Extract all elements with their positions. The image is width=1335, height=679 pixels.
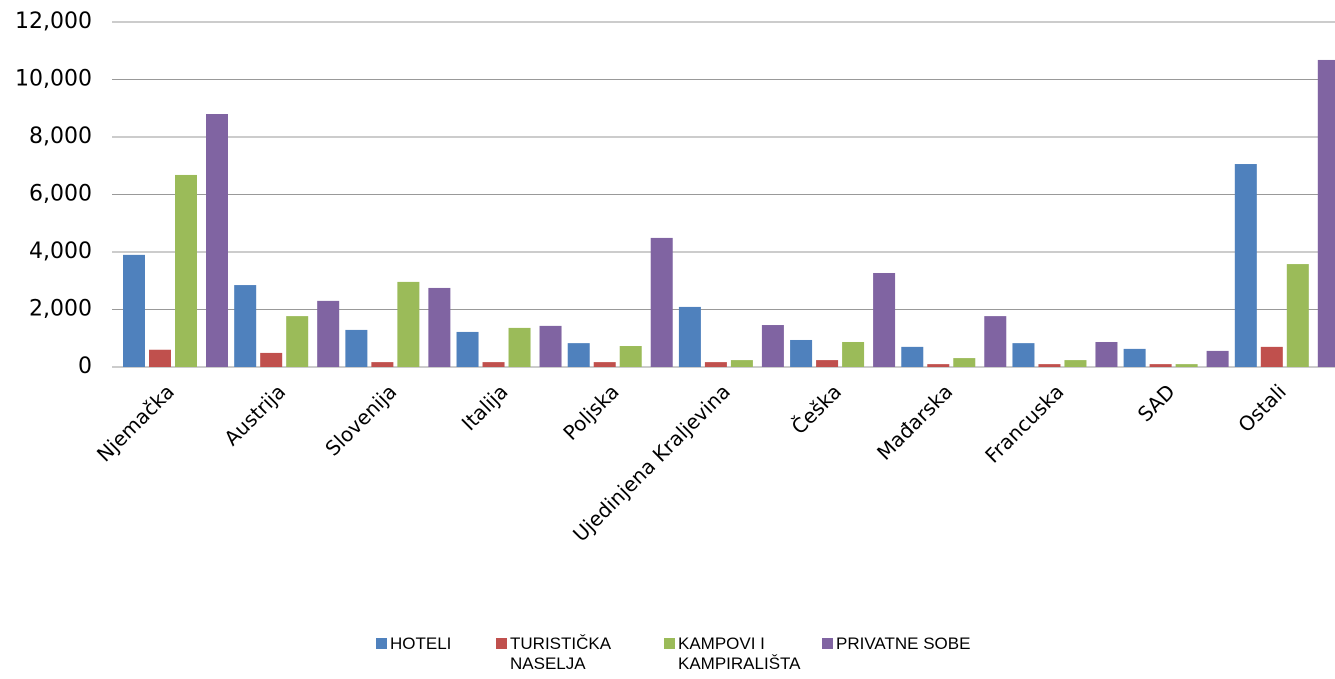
- legend-swatch: [822, 638, 833, 649]
- bar: [1149, 364, 1172, 367]
- legend-label: PRIVATNE SOBE: [836, 634, 971, 653]
- bar: [704, 362, 727, 367]
- legend-item: KAMPOVI I KAMPIRALIŠTA: [664, 634, 808, 674]
- bar: [901, 346, 924, 367]
- bar: [984, 316, 1007, 367]
- legend-swatch: [376, 638, 387, 649]
- bar: [761, 325, 784, 367]
- bar: [206, 114, 228, 367]
- bar: [508, 327, 531, 367]
- bar: [428, 287, 451, 367]
- legend-label: HOTELI: [390, 634, 452, 653]
- x-tick-label: Ostali: [1233, 379, 1291, 437]
- bar: [1234, 164, 1257, 367]
- bar: [286, 316, 309, 367]
- bar: [482, 362, 505, 367]
- chart: 0 2,000 4,000 6,000 8,000 10,000 12,000 Njemačk…: [15, 9, 1335, 546]
- x-tick-label: Slovenija: [320, 379, 401, 460]
- legend-item: HOTELI: [376, 634, 490, 654]
- y-tick-label: 8,000: [29, 124, 92, 149]
- bar: [730, 360, 753, 367]
- bar: [1206, 350, 1229, 367]
- y-tick-label: 2,000: [29, 297, 92, 322]
- bar: [816, 360, 839, 367]
- legend-label: KAMPOVI I KAMPIRALIŠTA: [678, 634, 801, 673]
- bar: [260, 352, 283, 367]
- bar: [953, 358, 976, 367]
- bar: [619, 346, 642, 367]
- x-tick-label: SAD: [1133, 379, 1180, 426]
- bar: [1260, 346, 1283, 367]
- bar: [1095, 341, 1118, 367]
- bar: [678, 306, 701, 367]
- bar: [397, 281, 420, 367]
- bar: [927, 364, 950, 367]
- y-tick-label: 10,000: [15, 67, 92, 92]
- bar: [1175, 364, 1198, 367]
- legend-swatch: [496, 638, 507, 649]
- x-tick-label: Poljska: [558, 379, 623, 444]
- bar: [650, 237, 673, 367]
- bar: [1038, 364, 1061, 367]
- y-tick-label: 4,000: [29, 239, 92, 264]
- x-tick-label: Njemačka: [92, 379, 179, 466]
- bar: [790, 339, 813, 367]
- legend-item: TURISTIČKA NASELJA: [496, 634, 640, 674]
- bar: [539, 325, 562, 367]
- bar: [123, 254, 145, 367]
- bar: [317, 300, 340, 367]
- bar: [371, 362, 394, 367]
- legend-label: TURISTIČKA NASELJA: [510, 634, 611, 673]
- bar: [345, 329, 368, 367]
- bar: [456, 331, 479, 367]
- bar: [567, 343, 590, 367]
- bar: [842, 341, 865, 367]
- bar: [593, 362, 616, 367]
- x-tick-label: Češka: [787, 379, 847, 439]
- x-tick-label: Austrija: [219, 379, 290, 450]
- bar: [1317, 59, 1335, 367]
- legend-item: PRIVATNE SOBE: [822, 634, 1036, 654]
- bar: [175, 174, 197, 367]
- bar: [1123, 348, 1146, 367]
- y-tick-label: 6,000: [29, 182, 92, 207]
- bar: [1012, 343, 1035, 367]
- x-tick-label: Mađarska: [872, 379, 957, 464]
- bar: [1286, 264, 1309, 367]
- x-tick-label: Francuska: [980, 379, 1068, 467]
- bar: [149, 349, 171, 367]
- y-tick-label: 12,000: [15, 9, 92, 34]
- legend-swatch: [664, 638, 675, 649]
- y-tick-label: 0: [78, 354, 92, 379]
- bar: [234, 285, 257, 367]
- bar: [1064, 360, 1087, 367]
- bar: [873, 272, 896, 367]
- x-tick-label: Italija: [457, 379, 513, 435]
